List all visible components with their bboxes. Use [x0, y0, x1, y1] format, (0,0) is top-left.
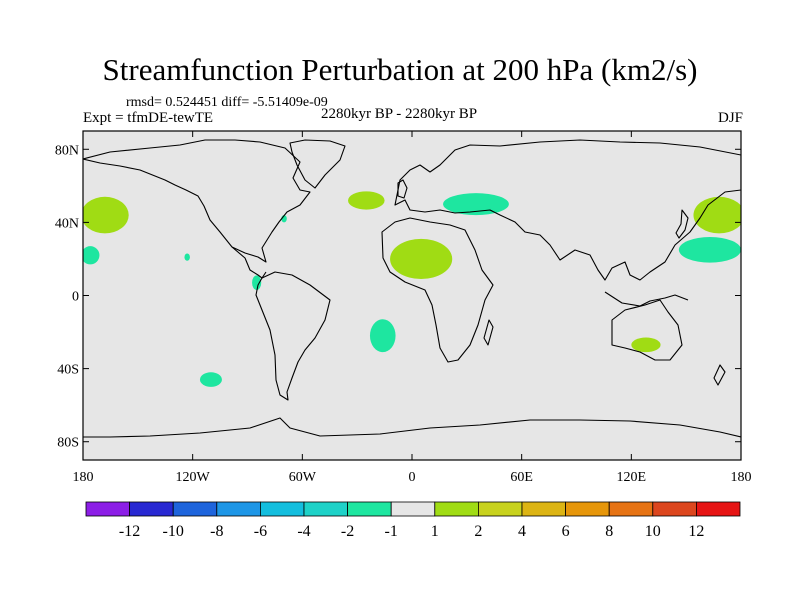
lon-tick-label: 180	[731, 470, 752, 485]
japan-coast	[675, 209, 689, 239]
colorbar-label: -1	[385, 523, 398, 540]
coastlines	[83, 139, 741, 438]
uk-coast	[397, 179, 408, 199]
colorbar-swatch	[608, 501, 654, 517]
lon-tick-label: 0	[409, 470, 416, 485]
colorbar-label: 6	[562, 523, 570, 540]
lat-tick-label: 40S	[57, 363, 79, 378]
colorbar-swatch	[303, 501, 348, 517]
anomaly-region	[184, 253, 190, 261]
anomaly-region	[83, 196, 129, 234]
lon-tick-label: 60E	[510, 470, 533, 485]
colorbar-swatch	[434, 501, 479, 517]
anomaly-region	[348, 191, 385, 210]
lat-tick-label: 0	[72, 290, 79, 305]
colorbar-label: -4	[297, 523, 310, 540]
anomaly-region	[83, 246, 100, 265]
chart-title: Streamfunction Perturbation at 200 hPa (…	[102, 52, 698, 87]
colorbar-label: -8	[210, 523, 223, 540]
lon-tick-label: 120E	[617, 470, 647, 485]
greenland-coast	[289, 139, 346, 189]
colorbar-swatch	[565, 501, 610, 517]
axis-ticks: 180 120W 60W 0 60E 120E 180 80N 40N 0 40S 80S	[55, 131, 752, 485]
colorbar-swatch	[390, 501, 436, 517]
africa-coast	[381, 217, 494, 363]
anomaly-region	[252, 275, 262, 291]
season-label: DJF	[717, 110, 743, 126]
colorbar-label: 1	[431, 523, 439, 540]
north-america-coast	[83, 139, 311, 263]
anomaly-region	[199, 372, 222, 387]
anomaly-region	[443, 193, 509, 216]
colorbar-label: 12	[688, 523, 704, 540]
colorbar-label: 8	[605, 523, 613, 540]
colorbar-swatch	[216, 501, 261, 517]
colorbar-swatch	[652, 501, 697, 517]
colorbar-swatch	[172, 501, 218, 517]
anomaly-region	[390, 238, 453, 280]
antarctica-coast	[83, 417, 741, 438]
madagascar-coast	[483, 319, 494, 346]
colorbar-label: -2	[341, 523, 354, 540]
anomaly-region	[678, 237, 741, 263]
stats-text: rmsd= 0.524451 diff= -5.51409e-09	[126, 95, 328, 110]
colorbar-label: 10	[645, 523, 661, 540]
colorbar-label: -12	[119, 523, 140, 540]
lon-tick-label: 120W	[176, 470, 211, 485]
colorbar-swatch	[477, 501, 523, 517]
south-america-coast	[255, 271, 331, 401]
colorbar-label: 4	[518, 523, 526, 540]
lat-tick-label: 80N	[55, 143, 79, 158]
anomaly-region	[631, 337, 661, 353]
colorbar-label: 2	[474, 523, 482, 540]
lon-tick-label: 60W	[289, 470, 317, 485]
anomaly-layer	[83, 191, 741, 387]
anomaly-region	[369, 319, 396, 353]
colorbar-swatch	[521, 501, 566, 517]
eurasia-coast	[394, 139, 741, 281]
colorbar-swatch	[129, 501, 174, 517]
lat-tick-label: 80S	[57, 436, 79, 451]
indonesia-coast	[604, 291, 689, 307]
central-america-coast	[231, 246, 267, 279]
lon-tick-label: 180	[73, 470, 94, 485]
new-zealand-coast	[713, 364, 726, 386]
colorbar-label: -10	[163, 523, 184, 540]
map-background	[83, 131, 741, 460]
colorbar-swatch	[347, 501, 392, 517]
period-label: 2280kyr BP - 2280kyr BP	[321, 106, 478, 122]
colorbar: -12 -10 -8 -6 -4 -2 -1 1 2 4 6 8 10 12	[85, 501, 741, 540]
experiment-label: Expt = tfmDE-tewTE	[83, 110, 214, 126]
anomaly-region	[693, 196, 741, 234]
australia-coast	[611, 299, 683, 361]
colorbar-swatch	[85, 501, 130, 517]
colorbar-swatch	[696, 501, 741, 517]
colorbar-label: -6	[254, 523, 267, 540]
colorbar-swatch	[259, 501, 305, 517]
lat-tick-label: 40N	[55, 216, 79, 231]
